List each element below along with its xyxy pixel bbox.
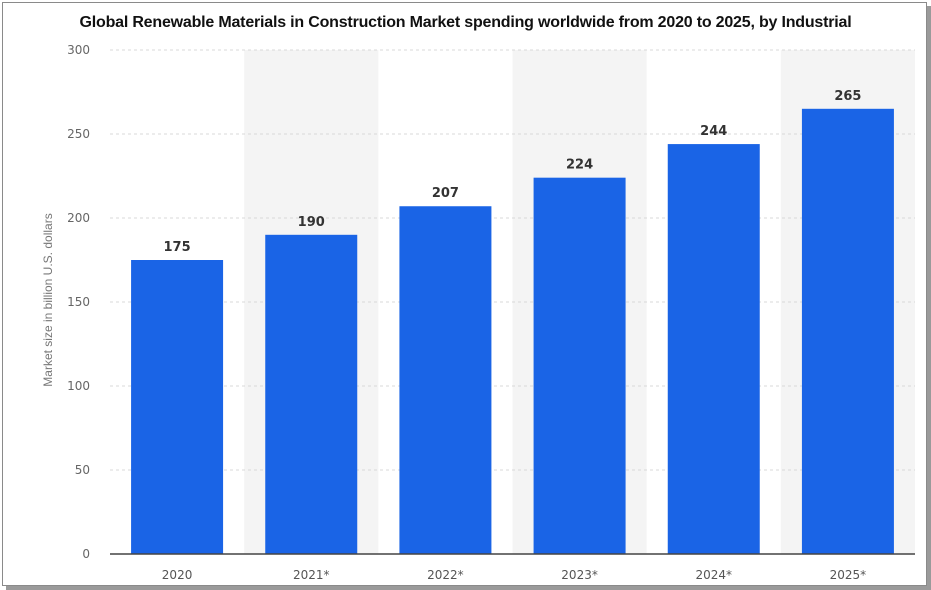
bar [667, 144, 760, 554]
y-tick-label: 200 [67, 211, 90, 225]
data-label: 265 [834, 89, 861, 104]
data-label: 175 [164, 240, 191, 255]
x-tick-label: 2021* [293, 568, 330, 582]
x-tick-label: 2023* [561, 568, 598, 582]
y-tick-label: 50 [75, 463, 90, 477]
bar [265, 234, 358, 555]
y-tick-label: 0 [82, 547, 90, 561]
chart-title: Global Renewable Materials in Constructi… [79, 14, 852, 31]
bar [399, 206, 492, 555]
x-tick-label: 2020 [162, 568, 193, 582]
y-tick-label: 300 [67, 43, 90, 57]
x-tick-label: 2025* [830, 568, 867, 582]
bar [533, 177, 626, 554]
data-label: 207 [432, 186, 459, 201]
bar [801, 108, 894, 555]
x-tick-label: 2022* [427, 568, 464, 582]
data-label: 224 [566, 158, 593, 173]
data-label: 244 [700, 124, 727, 139]
y-tick-label: 150 [67, 295, 90, 309]
bar [131, 260, 224, 554]
y-tick-label: 100 [67, 379, 90, 393]
data-label: 190 [298, 215, 325, 230]
y-tick-label: 250 [67, 127, 90, 141]
x-tick-label: 2024* [695, 568, 732, 582]
